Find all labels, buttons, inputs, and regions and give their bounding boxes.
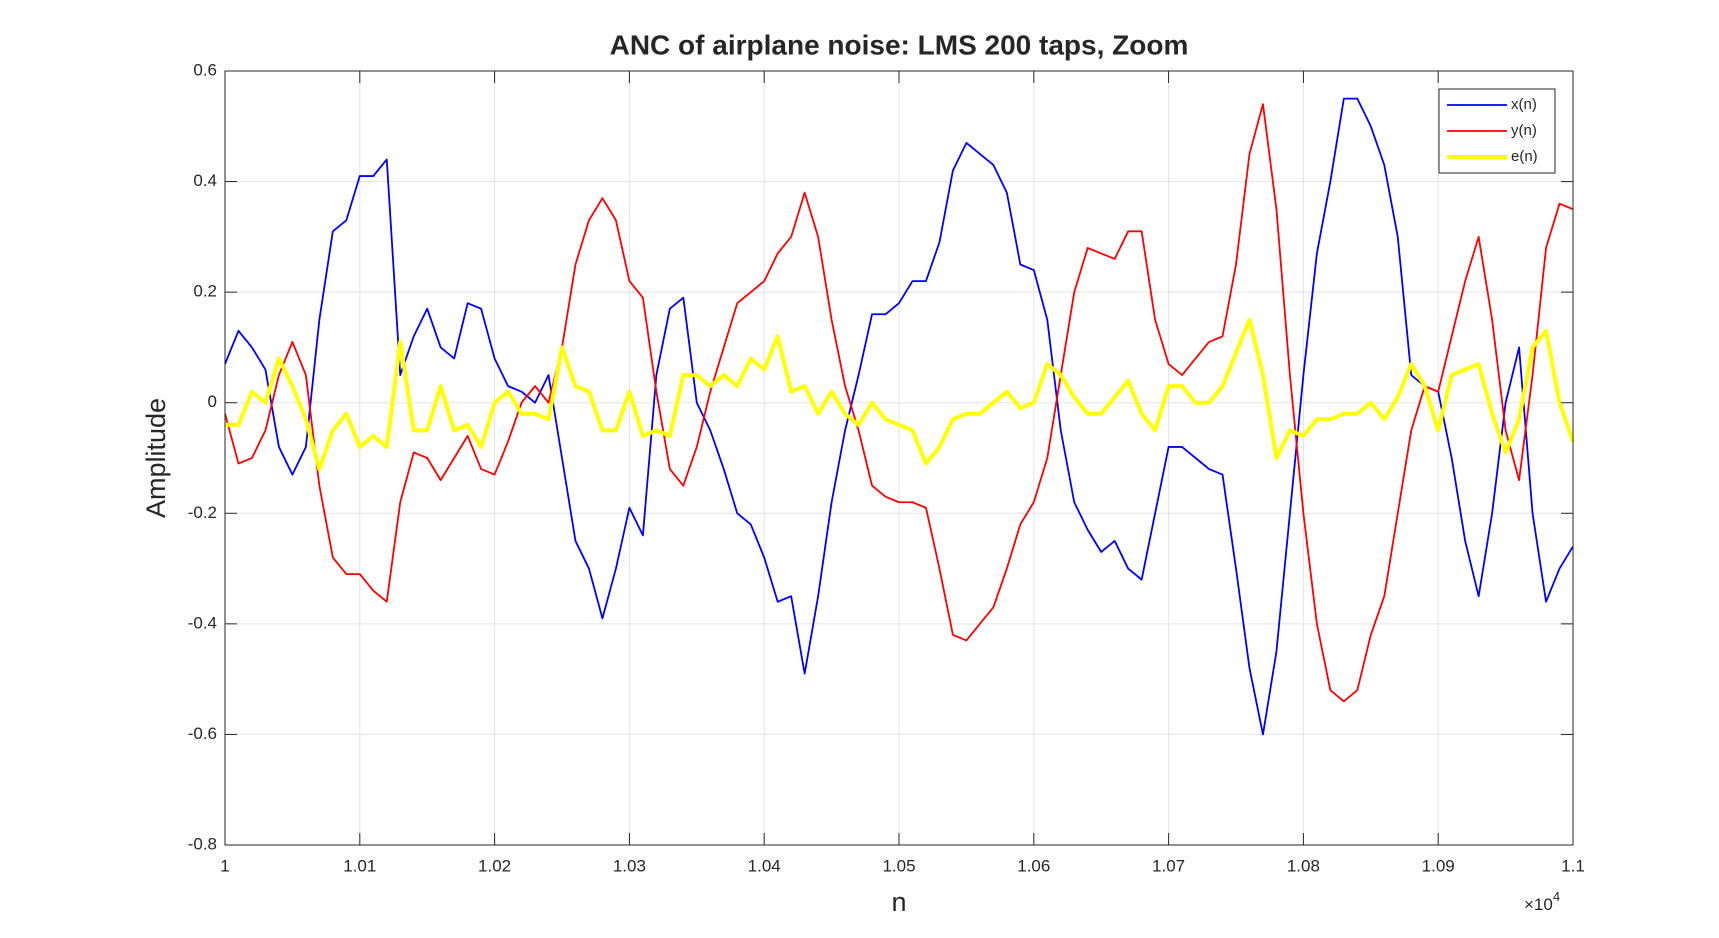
- data-line: [224, 103, 1574, 703]
- x-tick-label: 1.08: [1287, 856, 1320, 875]
- y-tick-label: -0.8: [188, 834, 217, 853]
- legend-label: x(n): [1511, 96, 1537, 113]
- y-tick-label: 0: [208, 392, 217, 411]
- x-tick-label: 1.02: [478, 856, 511, 875]
- y-tick-label: -0.4: [188, 613, 217, 632]
- y-tick-label: 0.2: [193, 282, 217, 301]
- x-tick-label: 1.05: [882, 856, 915, 875]
- x-axis-label: n: [891, 887, 906, 917]
- legend: x(n) y(n) e(n): [1438, 88, 1556, 174]
- chart-title: ANC of airplane noise: LMS 200 taps, Zoo…: [610, 29, 1189, 60]
- data-line: [224, 97, 1574, 736]
- x-tick-label: 1: [220, 856, 229, 875]
- x-multiplier-base: ×10: [1524, 895, 1553, 914]
- x-tick-label: 1.04: [748, 856, 781, 875]
- x-tick-label: 1.01: [343, 856, 376, 875]
- data-line: [225, 317, 1575, 472]
- legend-label: e(n): [1511, 148, 1538, 165]
- y-tick-label: 0.4: [193, 171, 217, 190]
- legend-label: y(n): [1511, 122, 1537, 139]
- x-tick-label: 1.09: [1422, 856, 1455, 875]
- x-tick-label: 1.06: [1017, 856, 1050, 875]
- y-axis-label: Amplitude: [141, 398, 171, 518]
- x-tick-label: 1.07: [1152, 856, 1185, 875]
- x-tick-label: 1.03: [613, 856, 646, 875]
- x-multiplier-exponent: 4: [1553, 889, 1560, 904]
- y-tick-label: -0.6: [188, 724, 217, 743]
- y-tick-label: -0.2: [188, 503, 217, 522]
- y-tick-label: 0.6: [193, 60, 217, 79]
- x-multiplier: ×104: [1524, 889, 1560, 914]
- x-tick-label: 1.1: [1561, 856, 1585, 875]
